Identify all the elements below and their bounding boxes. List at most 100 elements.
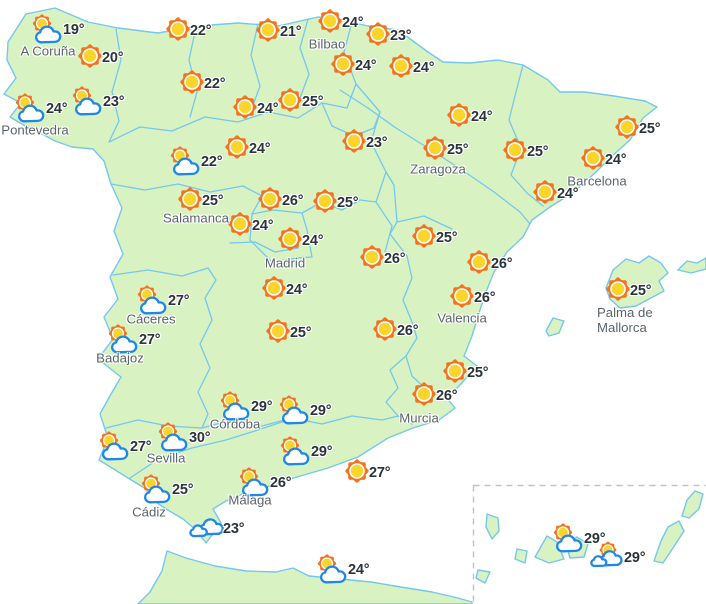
weather-marker[interactable]: 24° — [530, 177, 579, 207]
city-label: Cádiz — [132, 504, 166, 520]
weather-marker[interactable]: 20° — [75, 41, 124, 71]
sunny-icon — [412, 382, 436, 406]
weather-marker[interactable]: 26° — [464, 247, 513, 277]
weather-marker[interactable]: 30° — [154, 421, 211, 453]
temperature-label: 24° — [355, 58, 377, 74]
weather-marker[interactable]: 24° — [313, 553, 370, 585]
temperature-label: 20° — [102, 50, 124, 66]
weather-marker[interactable]: 26° — [409, 379, 458, 409]
temperature-label: 26° — [384, 251, 406, 267]
weather-marker[interactable]: 25° — [440, 356, 489, 386]
weather-marker[interactable]: 24° — [230, 92, 279, 122]
temperature-label: 23° — [223, 521, 245, 537]
sunny-icon — [606, 277, 630, 301]
weather-marker[interactable]: 25° — [275, 85, 324, 115]
weather-marker[interactable]: 26° — [357, 242, 406, 272]
temperature-label: 26° — [491, 256, 513, 272]
weather-marker[interactable]: 24° — [225, 209, 274, 239]
weather-marker[interactable]: 25° — [263, 316, 312, 346]
sunny-icon — [467, 250, 491, 274]
weather-marker[interactable]: 19° — [28, 13, 85, 45]
weather-marker[interactable]: 22° — [166, 145, 223, 177]
weather-marker[interactable]: 24° — [11, 92, 68, 124]
partly-cloudy-icon — [279, 395, 309, 425]
weather-marker[interactable]: 23° — [188, 512, 245, 544]
weather-marker[interactable]: 22° — [163, 14, 212, 44]
sunny-icon — [166, 17, 190, 41]
weather-marker[interactable]: 26° — [370, 314, 419, 344]
temperature-label: 26° — [436, 388, 458, 404]
mostly-cloudy-icon — [590, 541, 623, 568]
weather-marker[interactable]: 29° — [589, 541, 646, 573]
weather-marker[interactable]: 25° — [420, 133, 469, 163]
weather-marker[interactable]: 25° — [175, 184, 224, 214]
weather-marker[interactable]: 26° — [235, 466, 292, 498]
temperature-label: 22° — [204, 76, 226, 92]
sunny-icon — [373, 317, 397, 341]
weather-marker[interactable]: 29° — [216, 390, 273, 422]
weather-marker[interactable]: 25° — [137, 473, 194, 505]
partly-cloudy-icon — [317, 554, 347, 584]
weather-marker[interactable]: 26° — [447, 281, 496, 311]
city-label: Córdoba — [209, 416, 261, 432]
temperature-label: 25° — [467, 365, 489, 381]
temperature-label: 24° — [348, 562, 370, 578]
weather-marker[interactable]: 24° — [259, 273, 308, 303]
temperature-label: 24° — [286, 282, 308, 298]
city-label: Bilbao — [308, 36, 346, 52]
sunny-icon — [450, 284, 474, 308]
weather-marker[interactable]: 21° — [253, 15, 302, 45]
weather-marker[interactable]: 24° — [578, 143, 627, 173]
weather-marker[interactable]: 23° — [363, 19, 412, 49]
sunny-icon — [313, 189, 337, 213]
temperature-label: 24° — [605, 152, 627, 168]
temperature-label: 25° — [630, 283, 652, 299]
weather-marker[interactable]: 27° — [95, 430, 152, 462]
weather-marker[interactable]: 27° — [104, 323, 161, 355]
temperature-label: 24° — [46, 101, 68, 117]
weather-marker[interactable]: 25° — [612, 112, 661, 142]
weather-marker[interactable]: 24° — [444, 100, 493, 130]
sunny-icon — [233, 95, 257, 119]
weather-marker[interactable]: 24° — [328, 49, 377, 79]
sunny-icon — [345, 459, 369, 483]
sunny-icon — [360, 245, 384, 269]
partly-cloudy-icon — [170, 146, 200, 176]
sunny-icon — [225, 135, 249, 159]
weather-marker[interactable]: 25° — [409, 221, 458, 251]
weather-marker[interactable]: 25° — [603, 274, 652, 304]
temperature-label: 26° — [282, 193, 304, 209]
weather-marker[interactable]: 23° — [68, 85, 125, 117]
partly-cloudy-icon — [32, 14, 62, 44]
weather-marker[interactable]: 26° — [255, 184, 304, 214]
temperature-label: 24° — [302, 233, 324, 249]
sunny-icon — [443, 359, 467, 383]
africa-coast-shape — [137, 550, 473, 604]
temperature-label: 24° — [557, 186, 579, 202]
weather-marker[interactable]: 25° — [310, 186, 359, 216]
weather-marker[interactable]: 27° — [133, 284, 190, 316]
weather-marker[interactable]: 24° — [275, 224, 324, 254]
weather-marker[interactable]: 29° — [275, 394, 332, 426]
sunny-icon — [342, 129, 366, 153]
city-label: Madrid — [264, 255, 306, 271]
temperature-label: 19° — [63, 22, 85, 38]
partly-cloudy-icon — [108, 324, 138, 354]
weather-marker[interactable]: 24° — [222, 132, 271, 162]
temperature-label: 22° — [190, 23, 212, 39]
weather-marker[interactable]: 29° — [276, 435, 333, 467]
weather-marker[interactable]: 29° — [549, 522, 606, 554]
weather-marker[interactable]: 23° — [339, 126, 388, 156]
temperature-label: 25° — [527, 144, 549, 160]
temperature-label: 24° — [249, 141, 271, 157]
weather-marker[interactable]: 27° — [342, 456, 391, 486]
city-label: Zaragoza — [410, 161, 466, 177]
weather-marker[interactable]: 24° — [386, 51, 435, 81]
temperature-label: 27° — [139, 332, 161, 348]
weather-marker[interactable]: 25° — [500, 135, 549, 165]
cloudy-icon — [189, 518, 224, 538]
weather-marker[interactable]: 22° — [177, 67, 226, 97]
weather-marker[interactable]: 24° — [315, 6, 364, 36]
